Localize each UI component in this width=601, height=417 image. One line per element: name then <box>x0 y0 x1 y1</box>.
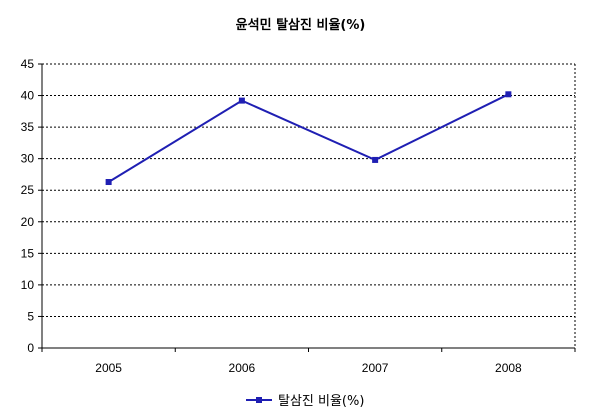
y-tick-label: 25 <box>21 183 35 197</box>
y-tick-label: 20 <box>21 215 35 229</box>
chart-title: 윤석민 탈삼진 비율(%) <box>235 18 366 33</box>
legend-marker <box>256 397 262 403</box>
y-tick-label: 0 <box>27 341 34 355</box>
y-tick-label: 45 <box>21 57 35 71</box>
data-point <box>505 91 512 98</box>
y-tick-label: 40 <box>21 89 35 103</box>
y-tick-label: 5 <box>27 309 34 323</box>
legend-label: 탈삼진 비율(%) <box>278 394 364 409</box>
x-tick-label: 2008 <box>495 361 522 375</box>
data-point <box>238 97 245 104</box>
x-tick-label: 2005 <box>95 361 122 375</box>
y-tick-label: 10 <box>21 278 35 292</box>
x-tick-label: 2006 <box>229 361 256 375</box>
x-tick-label: 2007 <box>362 361 389 375</box>
y-tick-label: 35 <box>21 120 35 134</box>
series-line <box>108 93 509 183</box>
y-tick-label: 30 <box>21 152 35 166</box>
data-point <box>105 179 112 186</box>
plot-area <box>42 64 575 348</box>
data-point <box>372 156 379 163</box>
y-tick-label: 15 <box>21 246 35 260</box>
